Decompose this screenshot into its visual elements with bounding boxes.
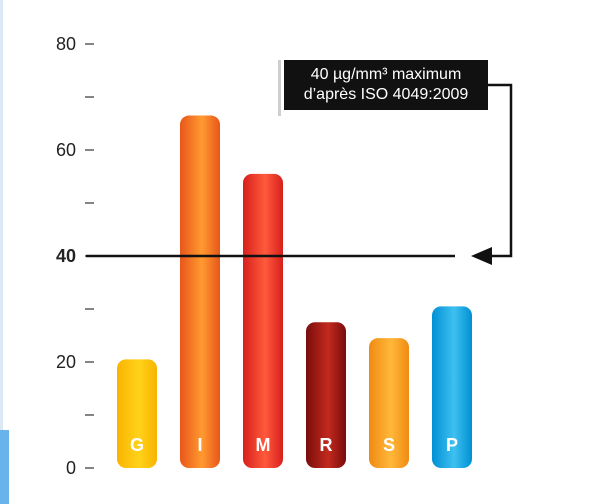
y-tick-label-0: 0 [66, 458, 76, 478]
bar-s [369, 338, 409, 468]
bar-g [117, 359, 157, 468]
left-accent-stripe [0, 0, 3, 430]
bar-label-m: M [256, 435, 271, 455]
bar-label-r: R [320, 435, 333, 455]
bar-label-g: G [130, 435, 144, 455]
annotation-line-1: 40 µg/mm³ maximum [310, 66, 462, 83]
bar-p [432, 306, 472, 468]
y-tick-label-80: 80 [56, 34, 76, 54]
bar-r [306, 322, 346, 468]
threshold-line-group [86, 83, 513, 265]
y-tick-label-20: 20 [56, 352, 76, 372]
threshold-annotation: 40 µg/mm³ maximum d’après ISO 4049:2009 [284, 60, 488, 110]
left-accent-block [0, 430, 9, 504]
bar-m [243, 173, 283, 468]
annotation-shadow [278, 60, 281, 116]
bar-label-s: S [383, 435, 395, 455]
annotation-connector [488, 83, 513, 258]
annotation-line-2: d’après ISO 4049:2009 [303, 86, 469, 103]
y-tick-label-40: 40 [56, 246, 76, 266]
y-tick-label-60: 60 [56, 140, 76, 160]
bar-i [180, 115, 220, 469]
bar-label-p: P [446, 435, 458, 455]
threshold-arrowhead [471, 247, 492, 265]
bar-label-i: I [197, 435, 202, 455]
